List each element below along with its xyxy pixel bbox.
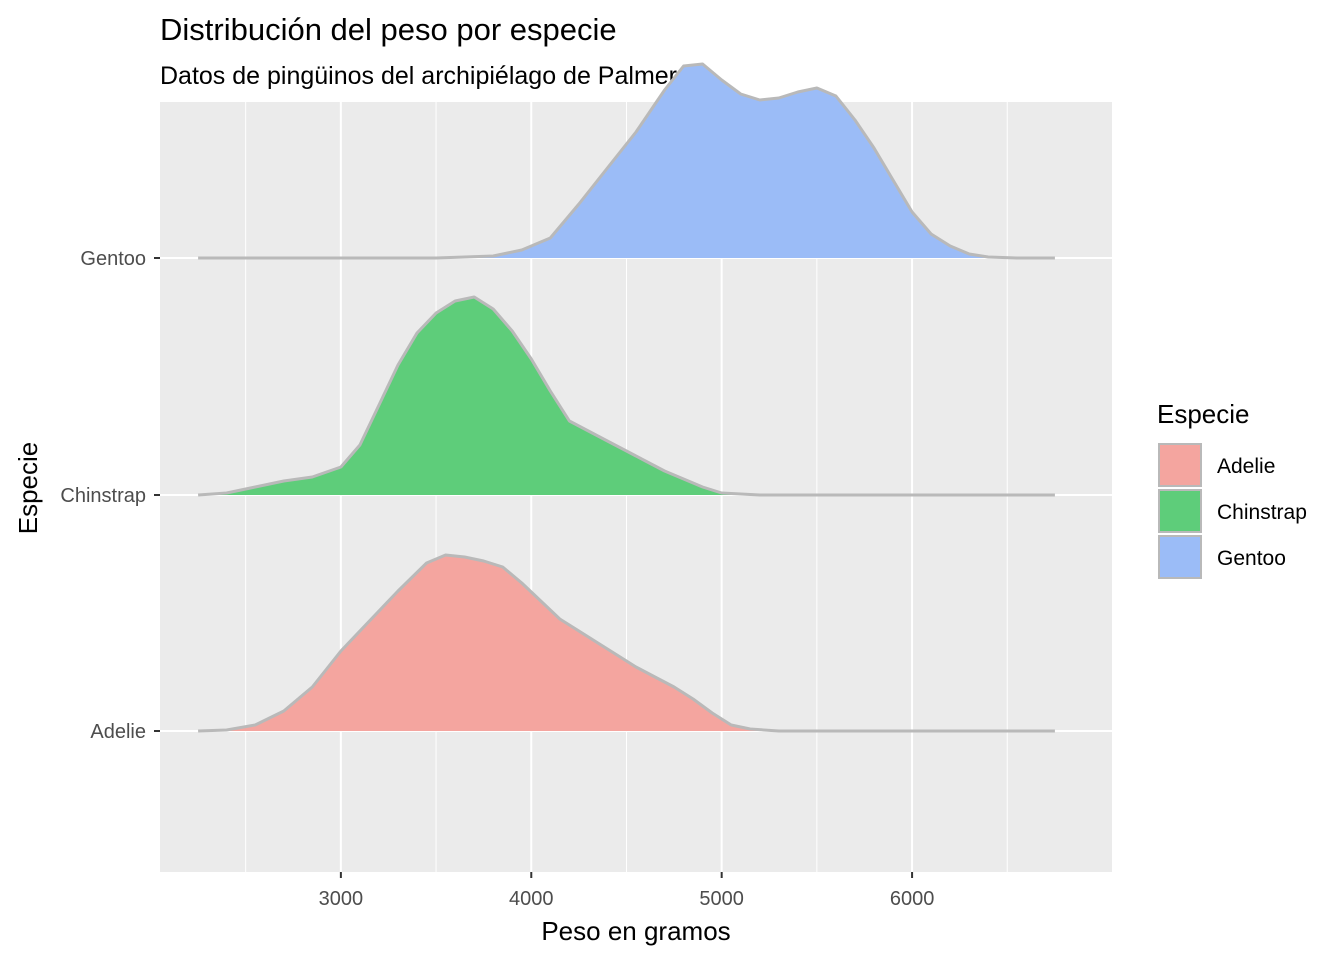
chart-subtitle: Datos de pingüinos del archipiélago de P…	[160, 62, 677, 90]
chart-title: Distribución del peso por especie	[160, 12, 617, 47]
legend-label-adelie: Adelie	[1217, 455, 1275, 478]
legend: Adelie Chinstrap Gentoo	[1158, 443, 1307, 579]
ridge-line-chinstrap	[197, 295, 1055, 497]
y-axis-title: Especie	[13, 442, 43, 535]
x-tick-label: 6000	[890, 888, 935, 910]
ridge-area-gentoo	[198, 64, 1055, 258]
x-tick-label: 5000	[699, 888, 744, 910]
y-axis-tick-labels: Adelie Chinstrap Gentoo	[60, 248, 146, 743]
x-tick-label: 3000	[319, 888, 364, 910]
legend-swatch-chinstrap	[1158, 489, 1202, 533]
legend-title: Especie	[1157, 399, 1250, 429]
density-ridges	[197, 62, 1055, 733]
x-axis-title: Peso en gramos	[541, 916, 730, 946]
legend-label-chinstrap: Chinstrap	[1217, 501, 1307, 524]
x-axis-tick-labels: 3000 4000 5000 6000	[319, 888, 935, 910]
ridge-area-adelie	[198, 555, 1055, 731]
y-tick-label: Chinstrap	[60, 485, 146, 507]
y-tick-label: Gentoo	[80, 248, 146, 270]
y-tick-label: Adelie	[90, 721, 146, 743]
ridge-line-gentoo	[198, 62, 1055, 260]
axis-ticks	[154, 257, 914, 878]
legend-label-gentoo: Gentoo	[1217, 547, 1286, 570]
legend-swatch-adelie	[1158, 443, 1202, 487]
legend-swatch-gentoo	[1158, 535, 1202, 579]
ridge-line-adelie	[198, 553, 1055, 733]
x-tick-label: 4000	[509, 888, 554, 910]
ridge-area-chinstrap	[198, 297, 1055, 495]
